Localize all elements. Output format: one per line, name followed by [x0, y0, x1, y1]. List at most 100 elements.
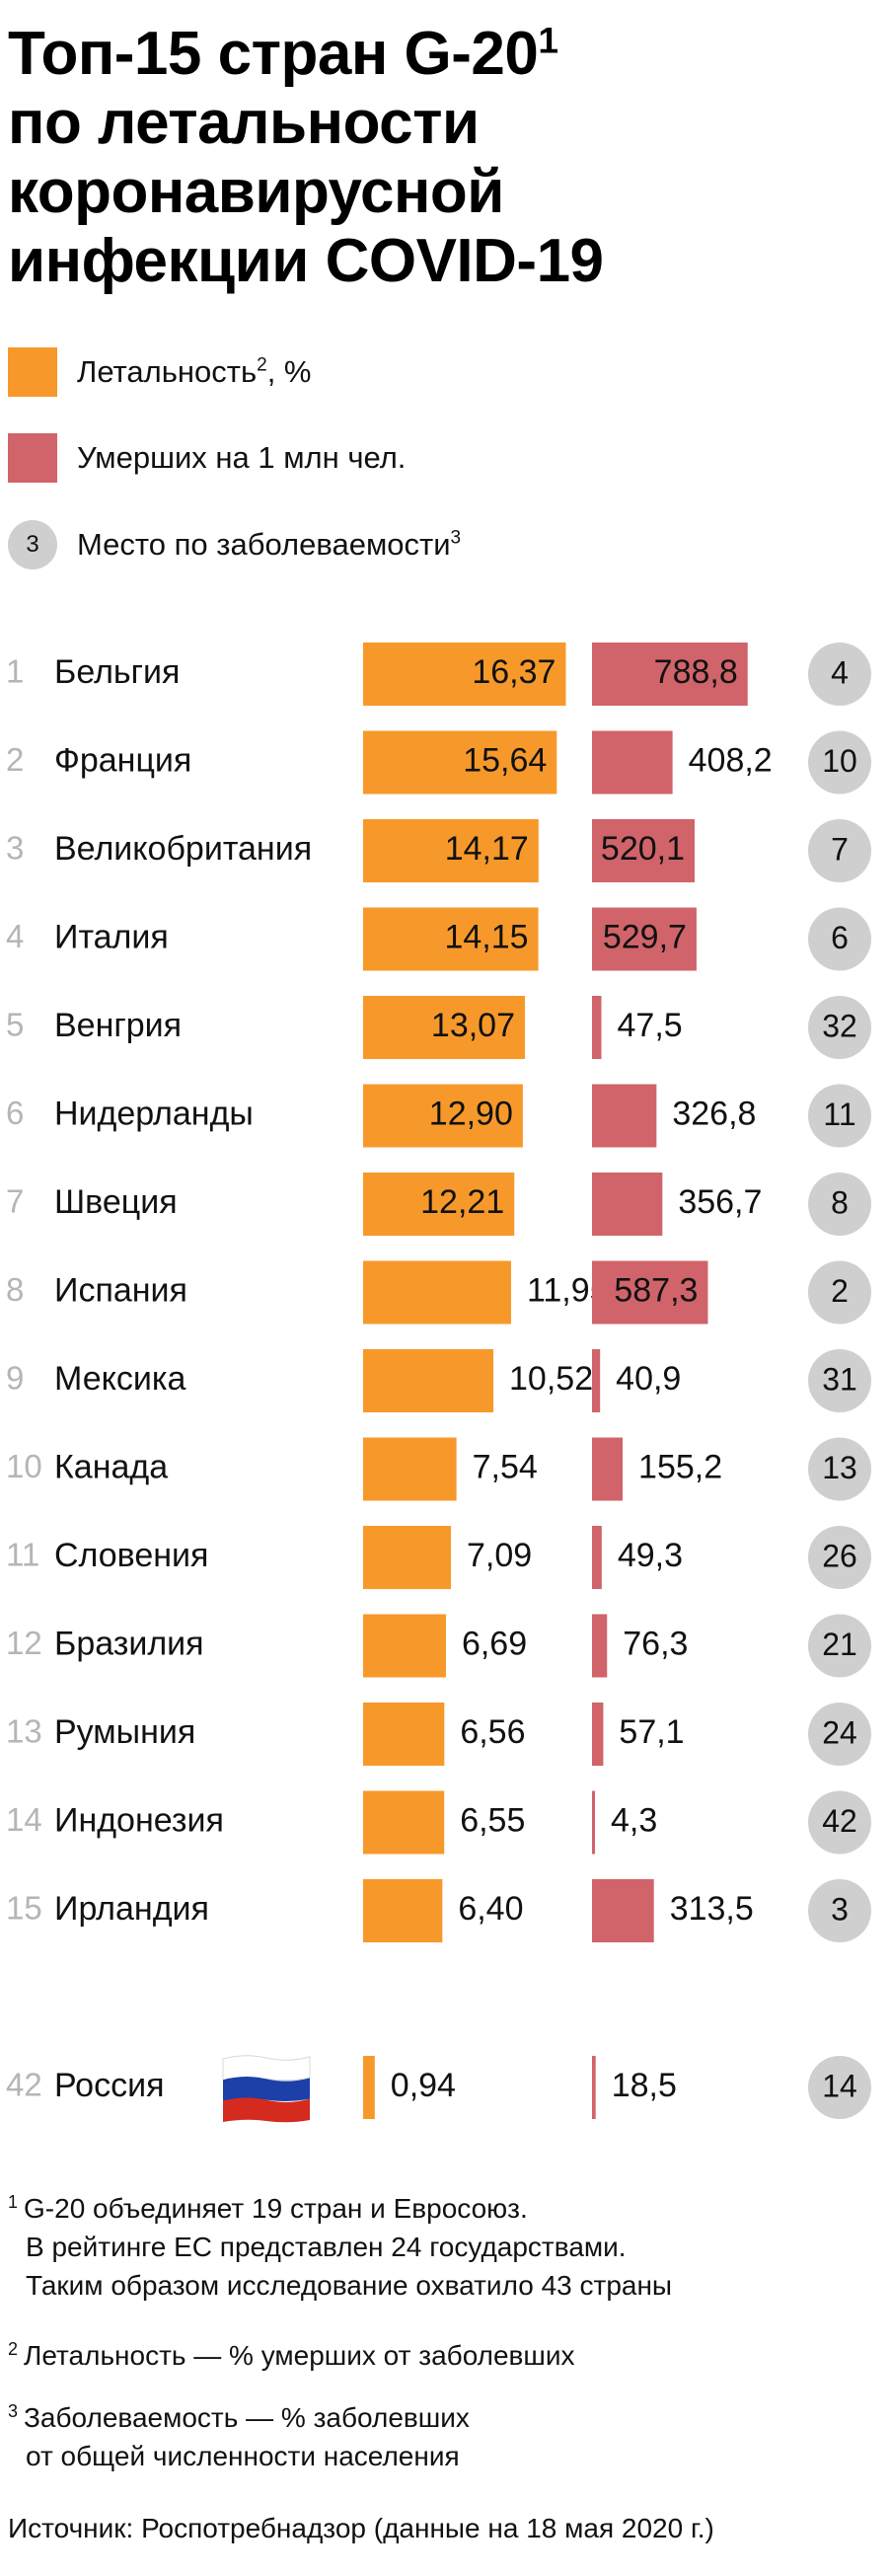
deaths-label-5: 47,5	[618, 1007, 683, 1044]
place-circle-3	[808, 819, 871, 882]
row-rank-4: 4	[6, 918, 24, 954]
lethality-label-6: 12,90	[429, 1095, 513, 1132]
row-country-10: Канада	[54, 1448, 168, 1485]
deaths-bar-3	[592, 819, 696, 882]
chart-title: Топ-15 стран G-201 по летальности корона…	[8, 20, 876, 296]
lethality-bar-8	[363, 1260, 511, 1325]
place-circle-15	[808, 1879, 871, 1942]
deaths-label-6: 326,8	[672, 1095, 756, 1132]
lethality-label-3: 14,17	[445, 830, 529, 868]
lethality-bar-14	[363, 1790, 445, 1855]
row-rank-13: 13	[6, 1713, 42, 1750]
lethality-label-12: 6,69	[462, 1625, 527, 1662]
place-circle-12	[808, 1614, 871, 1678]
deaths-bar-2	[592, 730, 673, 795]
russia-flag-icon	[222, 2055, 311, 2123]
place-label-1: 4	[831, 654, 849, 690]
lethality-bar-15	[363, 1879, 443, 1942]
legend-label-deaths: Умерших на 1 млн чел.	[77, 440, 407, 475]
lethality-bar-3	[363, 819, 539, 882]
legend-item-place: 3 Место по заболеваемости3	[8, 520, 461, 569]
row-rank-12: 12	[6, 1625, 42, 1661]
deaths-bar-1	[592, 643, 748, 706]
row-country-russia: Россия	[54, 2067, 165, 2104]
deaths-label-11: 49,3	[618, 1537, 683, 1574]
lethality-bar-10	[363, 1437, 457, 1501]
lethality-label-11: 7,09	[467, 1537, 532, 1574]
flag-stripe-2	[223, 2077, 310, 2101]
deaths-bar-4	[592, 907, 697, 971]
place-label-8: 2	[831, 1273, 849, 1309]
lethality-label-13: 6,56	[460, 1713, 525, 1751]
legend-label-place: Место по заболеваемости3	[77, 527, 462, 562]
row-country-9: Мексика	[54, 1360, 185, 1398]
lethality-bar-12	[363, 1614, 446, 1678]
lethality-bar-7	[363, 1173, 515, 1236]
lethality-label-russia: 0,94	[391, 2067, 456, 2104]
lethality-bar-4	[363, 907, 539, 971]
deaths-bar-9	[592, 1349, 601, 1412]
place-circle-6	[808, 1084, 871, 1148]
place-circle-13	[808, 1703, 871, 1766]
row-rank-6: 6	[6, 1095, 24, 1131]
row-rank-11: 11	[6, 1537, 39, 1573]
place-label-11: 26	[822, 1538, 857, 1573]
place-circle-russia	[808, 2056, 871, 2119]
title-line-1: Топ-15 стран G-201	[8, 19, 558, 88]
place-circle-4	[808, 907, 871, 971]
row-country-12: Бразилия	[54, 1625, 204, 1662]
legend-item-lethality: Летальность2, %	[8, 347, 311, 397]
deaths-bar-russia	[592, 2056, 596, 2119]
source-note: Источник: Роспотребнадзор (данные на 18 …	[8, 2513, 714, 2543]
footnote-2: 2 Летальность — % умерших от заболевших	[8, 2338, 575, 2371]
place-label-13: 24	[822, 1714, 857, 1750]
legend-swatch-lethality	[8, 347, 57, 397]
place-label-7: 8	[831, 1184, 849, 1220]
deaths-bar-6	[592, 1084, 657, 1148]
place-label-10: 13	[822, 1450, 857, 1485]
deaths-bar-15	[592, 1879, 654, 1942]
row-country-7: Швеция	[54, 1183, 178, 1221]
place-circle-5	[808, 996, 871, 1059]
lethality-bar-9	[363, 1349, 494, 1412]
deaths-label-russia: 18,5	[612, 2067, 677, 2104]
title-line-3: коронавирусной	[8, 158, 504, 226]
lethality-label-9: 10,52	[509, 1360, 593, 1398]
deaths-label-8: 587,3	[614, 1271, 698, 1309]
row-rank-7: 7	[6, 1183, 24, 1220]
deaths-label-4: 529,7	[603, 918, 687, 955]
place-label-2: 10	[822, 743, 857, 779]
row-rank-1: 1	[6, 653, 24, 690]
lethality-label-10: 7,54	[473, 1448, 538, 1485]
row-rank-14: 14	[6, 1801, 42, 1838]
place-label-4: 6	[831, 920, 849, 955]
row-country-14: Индонезия	[54, 1801, 224, 1839]
deaths-label-13: 57,1	[619, 1713, 684, 1751]
title-line-4: инфекции COVID-19	[8, 227, 604, 295]
deaths-label-15: 313,5	[670, 1890, 754, 1928]
place-circle-2	[808, 730, 871, 795]
deaths-bar-10	[592, 1437, 624, 1501]
place-circle-11	[808, 1526, 871, 1589]
flag-stripe-3	[223, 2097, 310, 2123]
row-country-3: Великобритания	[54, 830, 312, 868]
lethality-label-1: 16,37	[472, 653, 556, 691]
row-rank-9: 9	[6, 1360, 24, 1397]
deaths-bar-5	[592, 996, 602, 1059]
deaths-label-1: 788,8	[654, 653, 738, 691]
title-line-2: по летальности	[8, 89, 480, 157]
row-country-13: Румыния	[54, 1713, 195, 1751]
row-country-2: Франция	[54, 741, 191, 779]
lethality-label-14: 6,55	[460, 1801, 525, 1839]
deaths-label-9: 40,9	[616, 1360, 681, 1398]
deaths-bar-13	[592, 1703, 604, 1766]
place-circle-9	[808, 1349, 871, 1412]
legend-swatch-deaths	[8, 433, 57, 483]
row-country-1: Бельгия	[54, 653, 180, 691]
deaths-label-12: 76,3	[623, 1625, 688, 1662]
row-rank-10: 10	[6, 1448, 42, 1484]
lethality-bar-1	[363, 643, 566, 706]
row-rank-2: 2	[6, 741, 24, 778]
row-rank-russia: 42	[6, 2067, 42, 2103]
